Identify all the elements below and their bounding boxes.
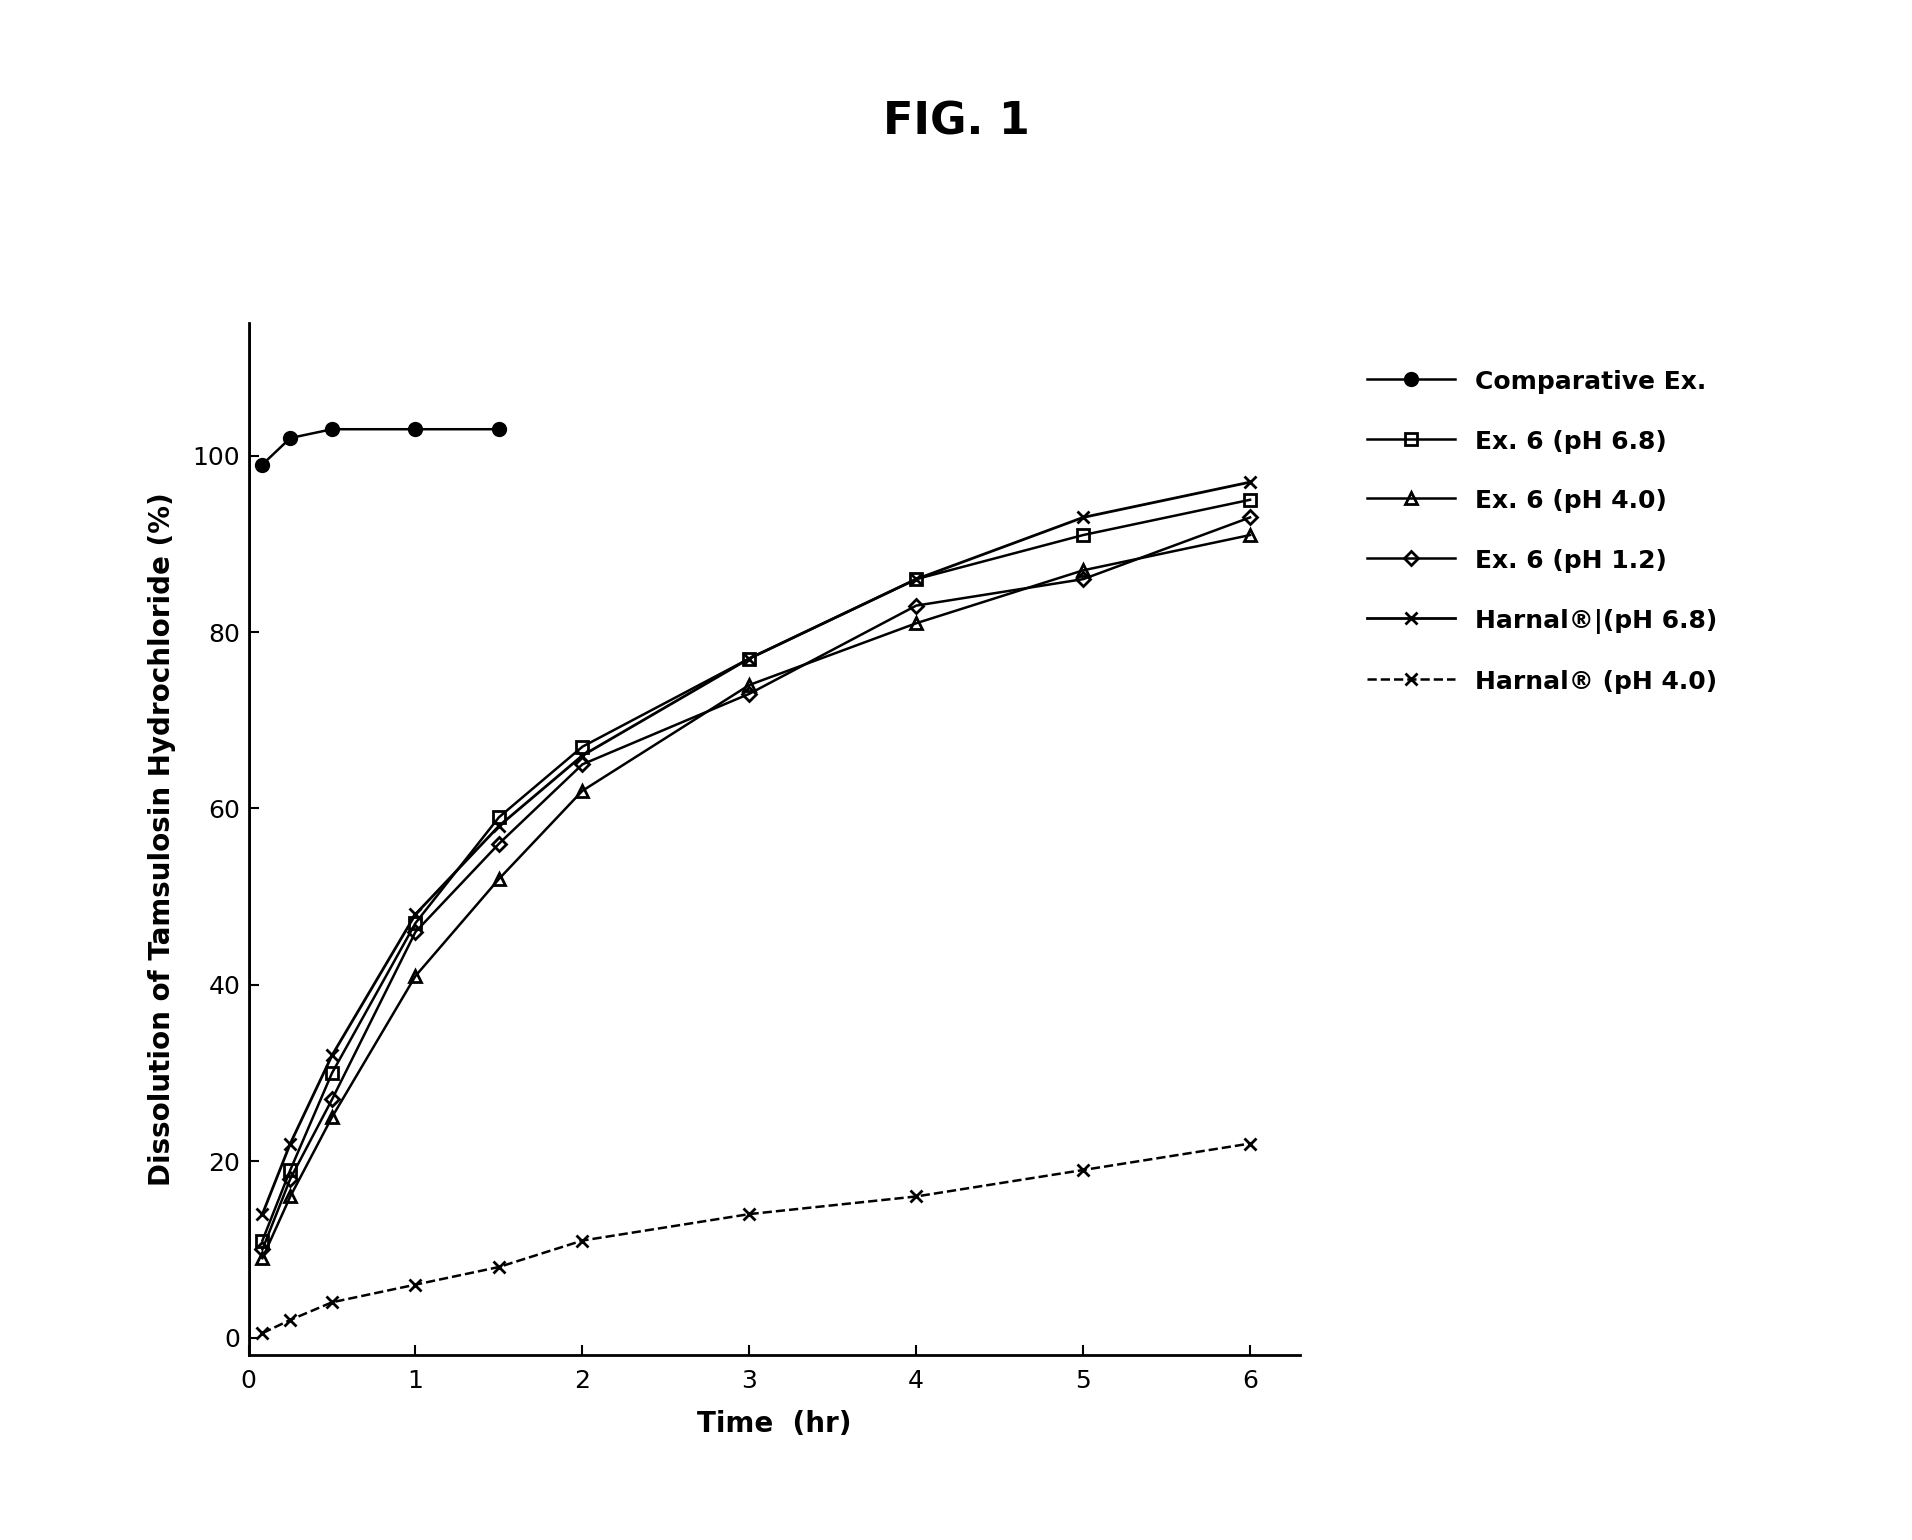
- Harnal®|(pH 6.8): [738, 650, 761, 668]
- Harnal® (pH 4.0): [904, 1187, 927, 1206]
- Ex. 6 (pH 6.8): [321, 1064, 344, 1083]
- Line: Ex. 6 (pH 6.8): Ex. 6 (pH 6.8): [256, 494, 1256, 1246]
- Ex. 6 (pH 1.2): [488, 835, 511, 853]
- Y-axis label: Dissolution of Tamsulosin Hydrochloride (%): Dissolution of Tamsulosin Hydrochloride …: [147, 493, 176, 1186]
- Harnal® (pH 4.0): [738, 1204, 761, 1223]
- Harnal® (pH 4.0): [488, 1258, 511, 1277]
- Ex. 6 (pH 1.2): [1239, 508, 1262, 527]
- Harnal® (pH 4.0): [250, 1324, 273, 1343]
- Ex. 6 (pH 4.0): [321, 1107, 344, 1126]
- Ex. 6 (pH 1.2): [250, 1240, 273, 1258]
- X-axis label: Time  (hr): Time (hr): [698, 1409, 851, 1438]
- Ex. 6 (pH 6.8): [250, 1232, 273, 1250]
- Ex. 6 (pH 1.2): [321, 1090, 344, 1109]
- Harnal®|(pH 6.8): [904, 570, 927, 588]
- Ex. 6 (pH 6.8): [738, 650, 761, 668]
- Comparative Ex.: [321, 420, 344, 439]
- Harnal® (pH 4.0): [1239, 1135, 1262, 1153]
- Harnal®|(pH 6.8): [572, 747, 595, 765]
- Ex. 6 (pH 4.0): [1073, 561, 1096, 579]
- Ex. 6 (pH 4.0): [572, 782, 595, 801]
- Ex. 6 (pH 4.0): [488, 870, 511, 889]
- Comparative Ex.: [403, 420, 426, 439]
- Ex. 6 (pH 4.0): [250, 1249, 273, 1267]
- Harnal® (pH 4.0): [279, 1311, 302, 1329]
- Ex. 6 (pH 4.0): [904, 614, 927, 633]
- Ex. 6 (pH 4.0): [403, 967, 426, 986]
- Harnal® (pH 4.0): [1073, 1161, 1096, 1180]
- Ex. 6 (pH 6.8): [488, 808, 511, 827]
- Line: Harnal® (pH 4.0): Harnal® (pH 4.0): [256, 1138, 1256, 1340]
- Ex. 6 (pH 1.2): [403, 922, 426, 941]
- Ex. 6 (pH 6.8): [1073, 525, 1096, 544]
- Comparative Ex.: [488, 420, 511, 439]
- Harnal® (pH 4.0): [572, 1232, 595, 1250]
- Ex. 6 (pH 6.8): [572, 738, 595, 756]
- Ex. 6 (pH 6.8): [403, 913, 426, 932]
- Line: Comparative Ex.: Comparative Ex.: [256, 424, 505, 471]
- Ex. 6 (pH 4.0): [279, 1187, 302, 1206]
- Harnal® (pH 4.0): [403, 1275, 426, 1294]
- Harnal®|(pH 6.8): [488, 816, 511, 835]
- Line: Harnal®|(pH 6.8): Harnal®|(pH 6.8): [256, 476, 1256, 1220]
- Ex. 6 (pH 4.0): [738, 676, 761, 695]
- Ex. 6 (pH 6.8): [1239, 491, 1262, 510]
- Ex. 6 (pH 1.2): [738, 685, 761, 704]
- Ex. 6 (pH 6.8): [904, 570, 927, 588]
- Harnal®|(pH 6.8): [403, 906, 426, 924]
- Line: Ex. 6 (pH 4.0): Ex. 6 (pH 4.0): [256, 530, 1256, 1264]
- Ex. 6 (pH 1.2): [572, 755, 595, 773]
- Comparative Ex.: [279, 428, 302, 447]
- Harnal®|(pH 6.8): [1073, 508, 1096, 527]
- Line: Ex. 6 (pH 1.2): Ex. 6 (pH 1.2): [258, 513, 1254, 1254]
- Harnal®|(pH 6.8): [250, 1204, 273, 1223]
- Harnal®|(pH 6.8): [321, 1046, 344, 1064]
- Harnal®|(pH 6.8): [279, 1135, 302, 1153]
- Ex. 6 (pH 6.8): [279, 1161, 302, 1180]
- Text: FIG. 1: FIG. 1: [883, 100, 1029, 143]
- Ex. 6 (pH 1.2): [279, 1169, 302, 1187]
- Ex. 6 (pH 1.2): [904, 596, 927, 614]
- Legend: Comparative Ex., Ex. 6 (pH 6.8), Ex. 6 (pH 4.0), Ex. 6 (pH 1.2), Harnal®|(pH 6.8: Comparative Ex., Ex. 6 (pH 6.8), Ex. 6 (…: [1356, 357, 1730, 705]
- Harnal® (pH 4.0): [321, 1294, 344, 1312]
- Ex. 6 (pH 1.2): [1073, 570, 1096, 588]
- Comparative Ex.: [250, 456, 273, 474]
- Ex. 6 (pH 4.0): [1239, 525, 1262, 544]
- Harnal®|(pH 6.8): [1239, 473, 1262, 491]
